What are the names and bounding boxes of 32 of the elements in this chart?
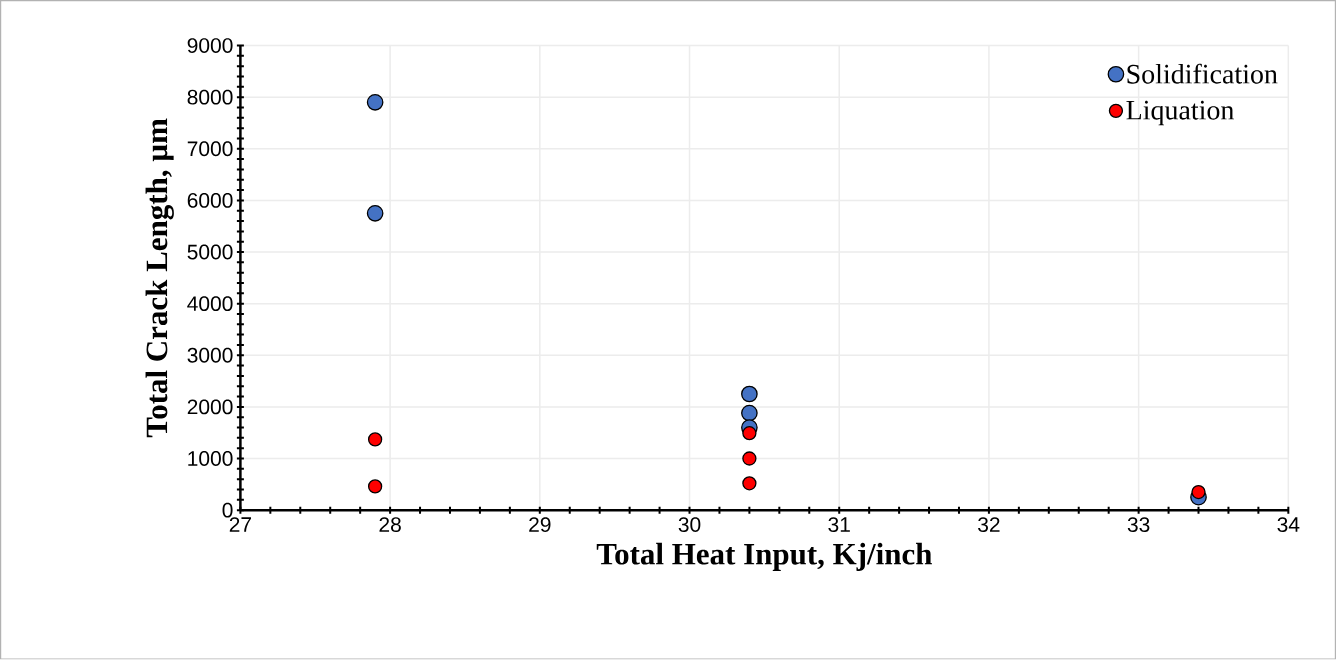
y-tick-label: 8000 [187, 89, 233, 105]
x-axis-title: Total Heat Input, Kj/inch [596, 543, 932, 572]
y-axis-title: Total Crack Length, µm [145, 118, 174, 438]
point [1191, 485, 1206, 500]
y-tick-label: 6000 [187, 193, 233, 209]
point [367, 432, 383, 447]
y-tick-label: 0 [222, 502, 233, 518]
y-tick-label: 5000 [187, 244, 233, 260]
x-tick-label: 33 [1127, 517, 1150, 533]
point [366, 205, 384, 222]
y-tick-label: 4000 [187, 296, 233, 312]
point [741, 385, 758, 403]
point [742, 426, 757, 441]
x-tick-label: 29 [529, 517, 551, 533]
point [741, 404, 758, 422]
point [742, 451, 757, 466]
point [366, 94, 384, 111]
y-tick-label: 1000 [188, 451, 233, 467]
y-tick-label: 3000 [187, 348, 233, 363]
x-tick-label: 30 [678, 517, 701, 533]
point [367, 479, 383, 494]
legend-label: Solidification [1127, 63, 1278, 84]
point [742, 476, 757, 491]
y-tick-label: 2000 [187, 399, 233, 415]
y-tick-label: 9000 [187, 38, 233, 54]
x-tick-label: 34 [1277, 517, 1300, 533]
x-tick-label: 31 [828, 517, 850, 533]
x-tick-label: 28 [379, 517, 401, 533]
y-tick-label: 7000 [187, 141, 233, 157]
x-tick-label: 27 [229, 517, 252, 532]
x-tick-label: 32 [978, 517, 1000, 533]
legend-label: Liquation [1126, 101, 1234, 126]
